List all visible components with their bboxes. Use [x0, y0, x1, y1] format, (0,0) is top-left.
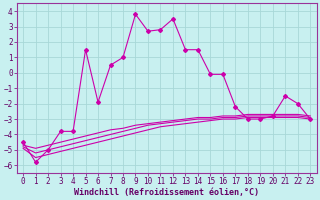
X-axis label: Windchill (Refroidissement éolien,°C): Windchill (Refroidissement éolien,°C) — [74, 188, 259, 197]
